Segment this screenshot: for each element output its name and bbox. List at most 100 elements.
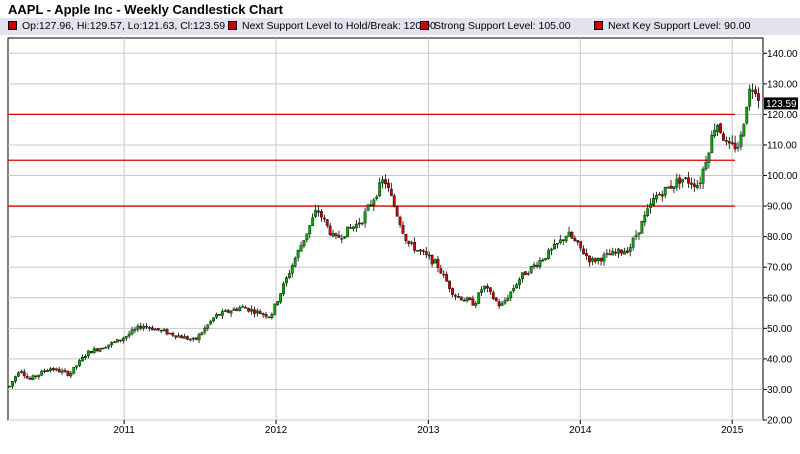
candle — [713, 123, 717, 139]
candle — [165, 328, 169, 336]
candle-body — [602, 254, 606, 262]
candle-body — [363, 211, 367, 224]
y-tick-label: 70.00 — [767, 263, 792, 274]
candle — [384, 174, 387, 189]
candle — [608, 248, 612, 256]
y-tick-label: 80.00 — [767, 232, 792, 243]
candle-body — [669, 185, 673, 189]
candle-body — [558, 239, 562, 244]
candle-body — [290, 265, 294, 274]
candle — [547, 247, 551, 260]
candle-body — [81, 356, 84, 362]
candle-body — [692, 183, 696, 187]
candle — [113, 340, 116, 344]
plot-area — [7, 37, 764, 421]
candle-body — [241, 306, 245, 308]
candle-body — [104, 347, 108, 349]
candle — [331, 229, 335, 238]
candle-body — [433, 259, 437, 264]
candle-body — [255, 310, 259, 314]
candle — [244, 305, 248, 309]
candle — [745, 106, 749, 125]
candle — [72, 367, 76, 375]
candle — [360, 222, 364, 226]
candle-body — [296, 250, 300, 258]
candle-body — [308, 225, 312, 235]
candle-body — [180, 335, 183, 339]
candle — [430, 254, 434, 268]
candle-body — [486, 286, 489, 289]
candle-body — [456, 296, 460, 298]
candle-body — [116, 339, 119, 343]
candle-body — [206, 324, 210, 329]
candle-body — [561, 239, 565, 241]
candle — [421, 248, 425, 256]
candle-body — [465, 297, 469, 302]
y-tick-label: 120.00 — [767, 110, 798, 121]
legend-label: Strong Support Level: 105.00 — [434, 20, 571, 32]
candle-body — [325, 219, 329, 226]
candle — [599, 257, 603, 266]
candle — [701, 166, 705, 190]
legend-label: Next Support Level to Hold/Break: 120.00 — [242, 20, 436, 32]
candle-body — [529, 266, 533, 273]
candle-body — [427, 254, 431, 257]
candle — [757, 87, 760, 109]
y-tick-label: 30.00 — [767, 385, 792, 396]
candle-body — [518, 279, 521, 285]
candle — [229, 310, 233, 317]
candle — [605, 249, 609, 258]
candle-body — [264, 314, 268, 317]
candle-body — [471, 298, 475, 306]
candle-body — [17, 372, 20, 377]
candle-body — [72, 367, 76, 374]
candle-body — [515, 284, 519, 289]
candle — [678, 174, 682, 190]
candle — [282, 281, 285, 297]
candle — [404, 233, 408, 244]
candle — [582, 245, 586, 255]
candle-body — [442, 273, 446, 276]
candle-body — [523, 271, 527, 276]
candle-body — [191, 337, 195, 340]
candle-body — [282, 283, 285, 295]
candle-body — [212, 317, 216, 322]
candle — [51, 366, 55, 372]
candle-body — [197, 334, 201, 341]
candle-body — [8, 385, 12, 388]
candle-body — [596, 257, 600, 261]
candle-body — [43, 370, 47, 373]
candle-body — [695, 184, 699, 188]
candle-body — [369, 204, 373, 206]
chart-title: AAPL - Apple Inc - Weekly Candlestick Ch… — [8, 2, 283, 17]
candle — [238, 305, 242, 312]
candle — [60, 368, 64, 376]
candle-body — [582, 248, 586, 255]
candle — [49, 366, 52, 373]
candle-body — [573, 238, 577, 241]
candle — [43, 368, 47, 374]
candle-body — [757, 93, 760, 101]
candle — [491, 290, 495, 301]
candle — [127, 331, 131, 339]
legend-item-next-support: Next Support Level to Hold/Break: 120.00 — [228, 19, 436, 34]
candle-body — [218, 314, 221, 316]
legend-item-key-support: Next Key Support Level: 90.00 — [594, 19, 750, 34]
candle-body — [31, 375, 35, 380]
candle — [401, 221, 405, 235]
candle — [226, 309, 230, 314]
candle — [372, 197, 376, 211]
candle — [328, 222, 332, 237]
candle-body — [215, 314, 218, 318]
candle-body — [340, 238, 344, 240]
candle — [57, 366, 61, 373]
candle-body — [742, 124, 746, 137]
candle-body — [628, 247, 632, 252]
candle-body — [136, 325, 140, 330]
candle-body — [655, 195, 658, 200]
candle — [544, 258, 548, 261]
candle — [369, 199, 373, 207]
x-tick-label: 2013 — [417, 425, 440, 436]
candle-body — [203, 327, 207, 333]
candle — [81, 354, 84, 362]
